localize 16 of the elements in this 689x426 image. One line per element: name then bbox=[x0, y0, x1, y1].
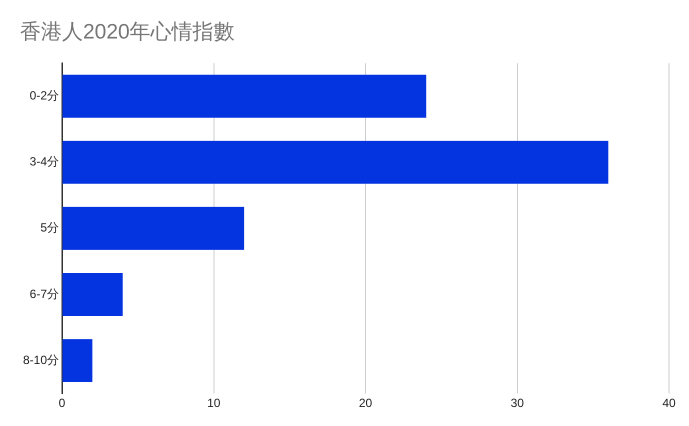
x-tick-label: 30 bbox=[510, 396, 524, 410]
x-tick-label: 20 bbox=[358, 396, 373, 410]
y-tick-label: 3-4分 bbox=[30, 154, 60, 169]
bar bbox=[62, 206, 244, 250]
y-tick-label: 8-10分 bbox=[22, 352, 60, 367]
x-tick-label: 0 bbox=[58, 396, 66, 410]
bar bbox=[62, 74, 426, 118]
x-tick-label: 40 bbox=[662, 396, 676, 410]
bar bbox=[62, 140, 608, 184]
y-tick-label: 5分 bbox=[40, 220, 60, 235]
x-tick-label: 10 bbox=[207, 396, 221, 410]
bar bbox=[62, 339, 92, 382]
y-tick-label: 6-7分 bbox=[30, 286, 60, 301]
bar bbox=[62, 273, 123, 316]
y-tick-label: 0-2分 bbox=[30, 88, 60, 103]
chart-title: 香港人2020年心情指數 bbox=[20, 20, 235, 44]
